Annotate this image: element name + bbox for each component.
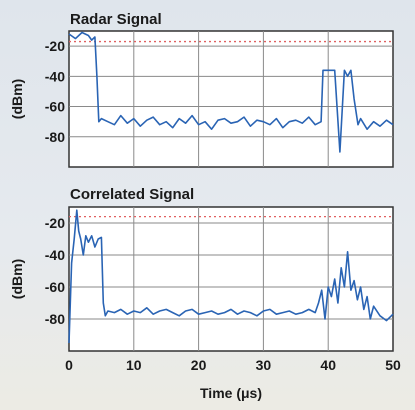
gridlines-correlated-signal [69, 207, 393, 351]
plot-area-radar-signal [68, 30, 394, 168]
x-tick-label-2: 20 [191, 357, 207, 373]
y-tick-labels-radar-signal: -20 -40 -60 -80 [45, 38, 65, 145]
x-tick-label-0: 0 [65, 357, 73, 373]
x-tick-label-1: 10 [126, 357, 142, 373]
chart-panel-radar-signal: Radar Signal -20 -40 -60 -80 (dBm) [9, 11, 394, 168]
y-tick-label-1: -40 [45, 68, 65, 84]
chart-title-correlated-signal: Correlated Signal [70, 186, 194, 203]
series-correlated-signal [68, 209, 394, 344]
y-tick-label-0: -20 [45, 38, 65, 54]
y-axis-label-correlated-signal: (dBm) [9, 259, 25, 299]
series-line-0 [68, 31, 394, 153]
y-tick-label-3: -80 [45, 129, 65, 145]
y-tick-label-2: -60 [45, 99, 65, 115]
series-radar-signal [68, 31, 394, 153]
x-axis-label-correlated-signal: Time (μs) [200, 385, 262, 401]
chart-title-radar-signal: Radar Signal [70, 11, 162, 28]
x-tick-label-5: 50 [385, 357, 401, 373]
plot-area-correlated-signal [68, 206, 394, 352]
y-tick-label-3: -80 [45, 311, 65, 327]
x-tick-label-3: 30 [256, 357, 272, 373]
gridlines-radar-signal [69, 31, 393, 167]
y-tick-label-0: -20 [45, 215, 65, 231]
x-tick-labels-correlated-signal: 0 10 20 30 40 50 [65, 357, 401, 373]
y-axis-label-radar-signal: (dBm) [9, 79, 25, 119]
y-tick-label-2: -60 [45, 279, 65, 295]
y-tick-labels-correlated-signal: -20 -40 -60 -80 [45, 215, 65, 327]
series-line-0 [68, 209, 394, 344]
x-tick-label-4: 40 [320, 357, 336, 373]
y-tick-label-1: -40 [45, 247, 65, 263]
chart-panel-correlated-signal: Correlated Signal -20 -40 -60 -80 0 10 20 30 40… [9, 186, 401, 401]
